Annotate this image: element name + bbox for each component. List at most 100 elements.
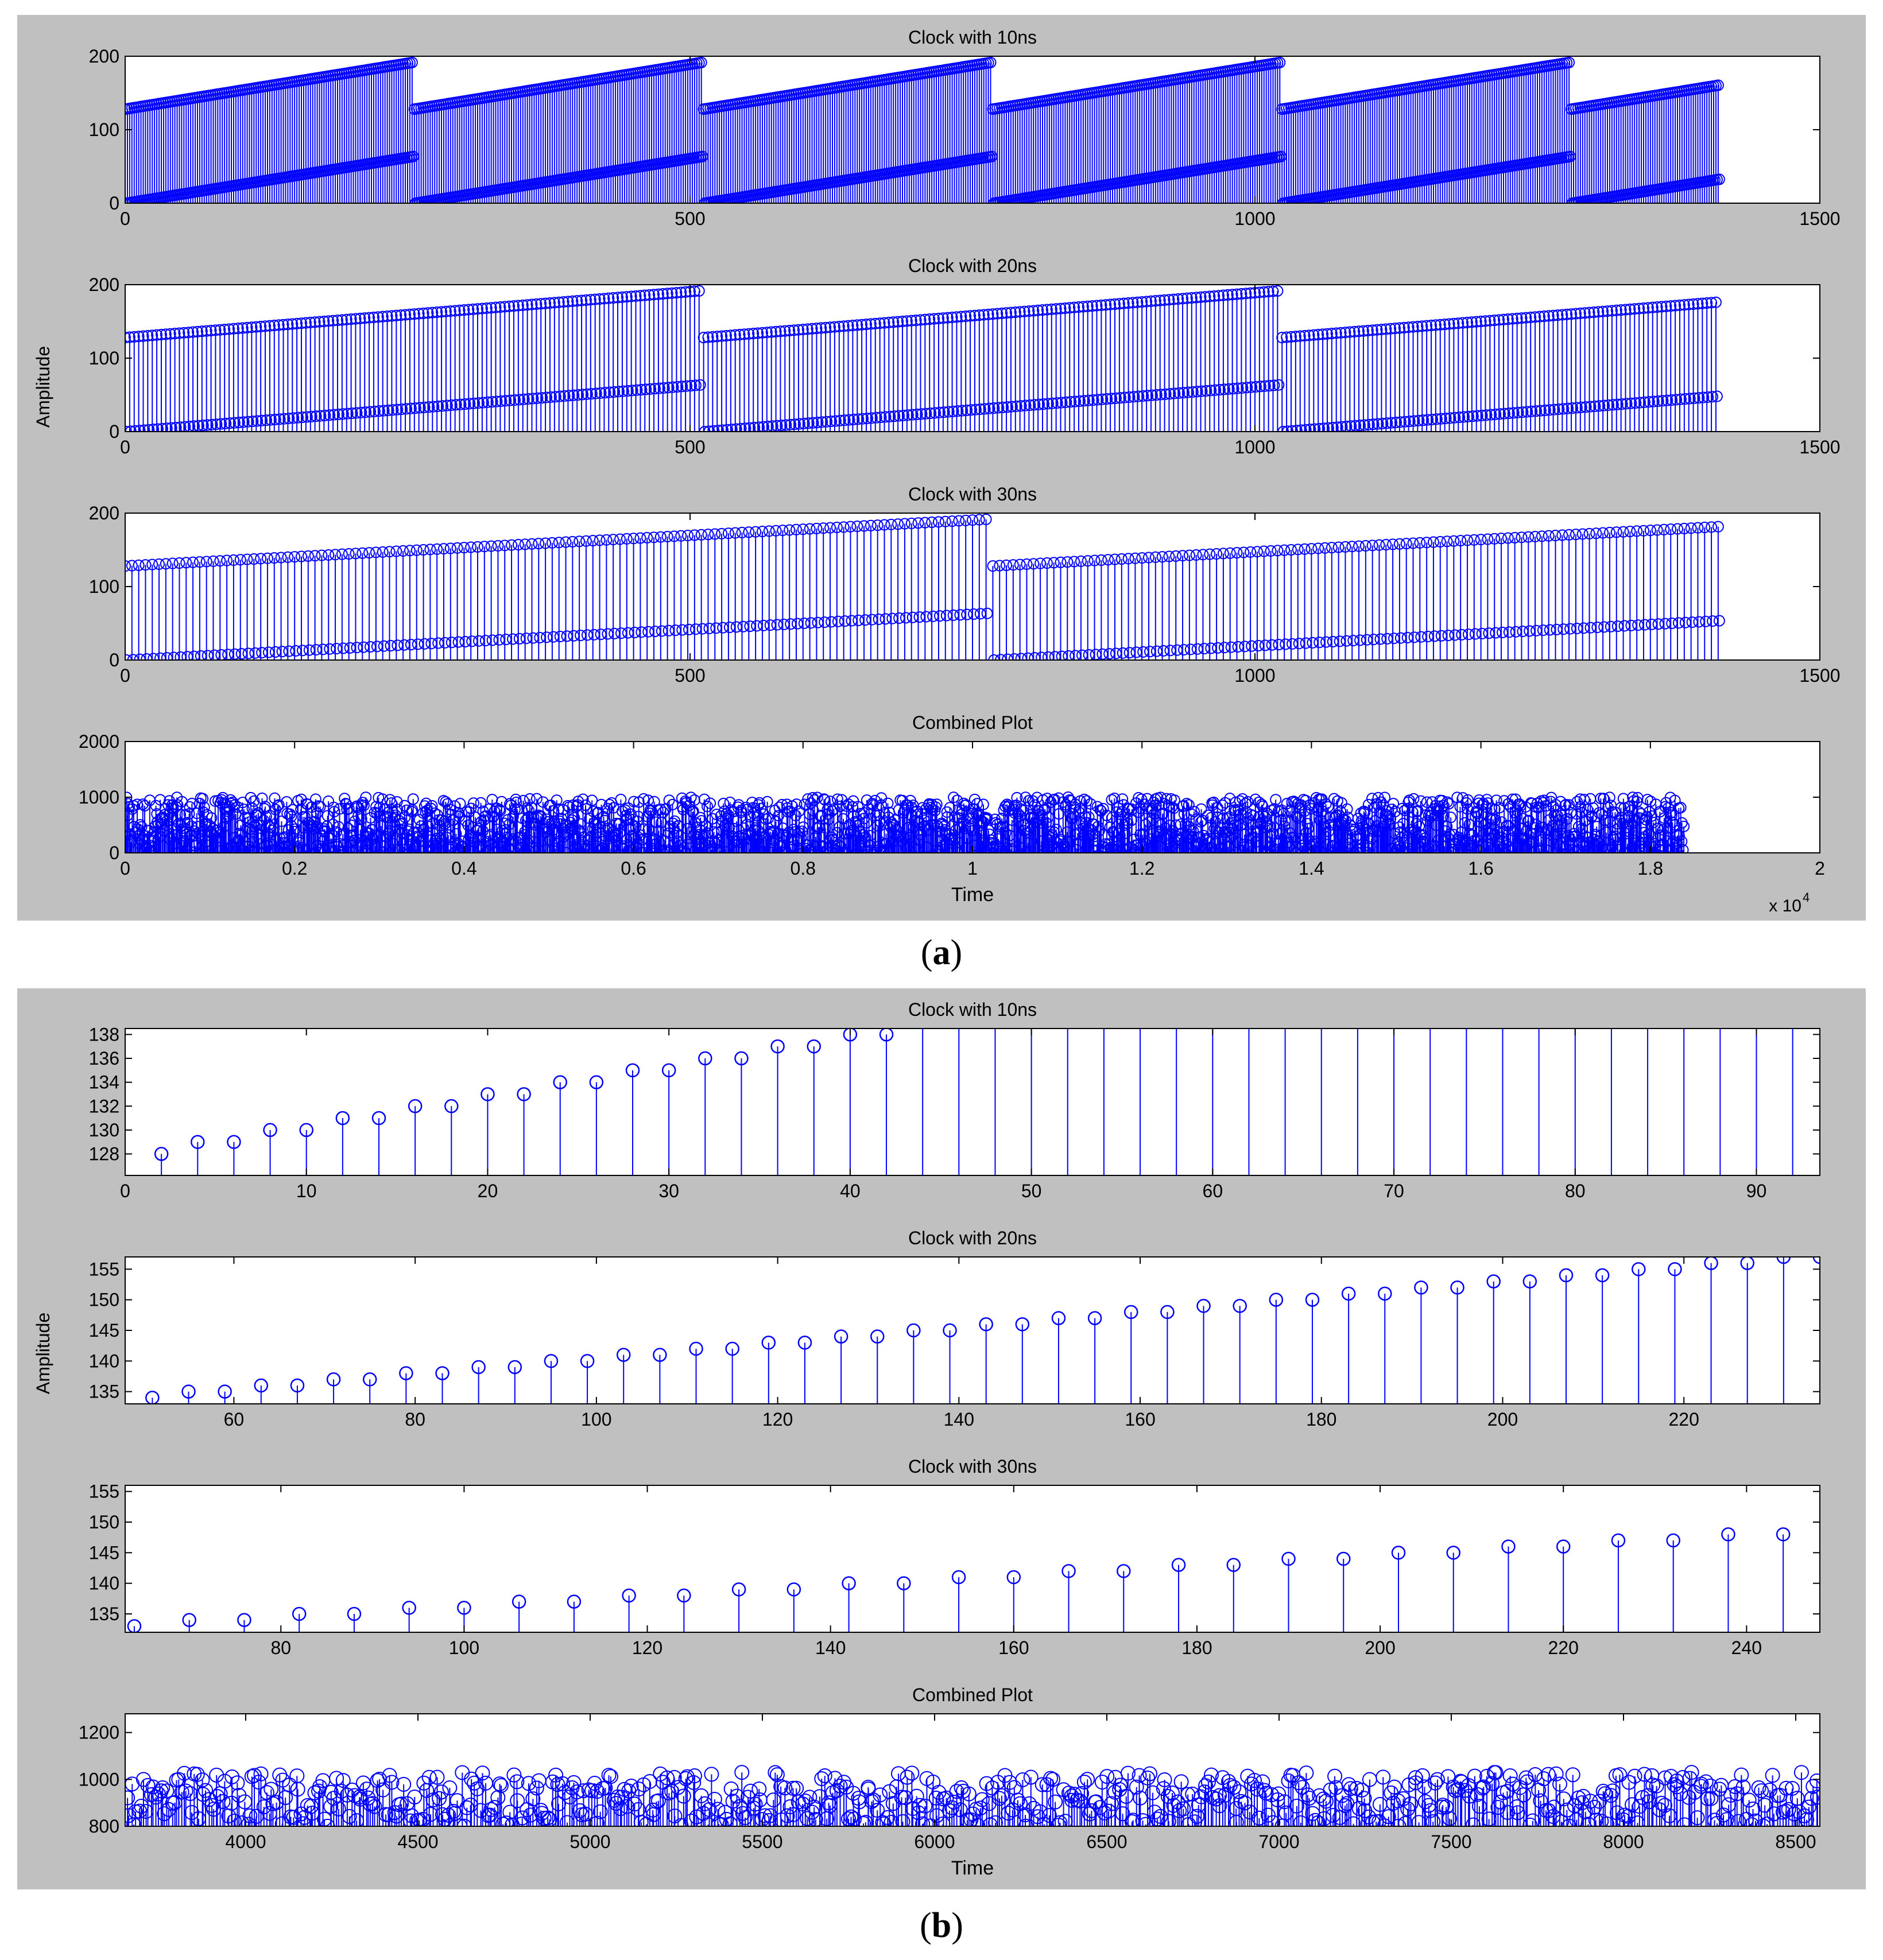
stem-marker — [594, 534, 606, 546]
stem-marker — [1417, 414, 1429, 426]
stem-marker — [1574, 307, 1586, 319]
stem-marker — [1213, 290, 1225, 302]
stem-marker — [1448, 535, 1460, 547]
stem-marker — [423, 401, 435, 413]
stem-marker — [296, 317, 308, 329]
stem-marker — [548, 297, 560, 309]
stem-marker — [138, 424, 150, 432]
stem-marker — [1699, 521, 1711, 533]
stem-marker — [1470, 316, 1482, 328]
stem-marker — [929, 407, 942, 419]
stem-marker — [1169, 387, 1181, 399]
stem-marker — [807, 417, 819, 429]
stem-marker — [459, 398, 471, 410]
stem-marker — [666, 287, 678, 299]
stem-marker — [1517, 406, 1529, 418]
stem-marker — [932, 312, 944, 324]
stem-marker — [530, 298, 543, 310]
stem-marker — [1503, 407, 1515, 419]
stem-marker — [1050, 303, 1062, 315]
stem-marker — [1092, 394, 1104, 406]
stem-marker — [1078, 395, 1090, 407]
stem-marker — [1712, 521, 1724, 533]
stem-marker — [527, 393, 539, 405]
stem-marker — [521, 299, 533, 311]
stem-marker — [1634, 397, 1646, 409]
stem-marker — [432, 400, 444, 412]
stem-marker — [1200, 385, 1212, 397]
stem-marker — [414, 402, 426, 414]
stem-marker — [625, 290, 637, 302]
stem-marker — [1061, 556, 1074, 568]
stem-marker — [1105, 298, 1117, 311]
stem-marker — [206, 418, 218, 430]
stem-marker — [1408, 415, 1420, 427]
stem-marker — [187, 326, 199, 338]
stem-marker — [1072, 301, 1084, 313]
stem-marker — [251, 415, 264, 427]
stem-marker — [503, 300, 516, 312]
stem-marker — [192, 420, 204, 432]
stem-marker — [871, 519, 884, 531]
stem-marker — [811, 522, 823, 534]
stem-marker — [831, 521, 843, 533]
stem-marker — [911, 408, 923, 420]
stem-marker — [1141, 296, 1153, 308]
stem-marker — [315, 410, 327, 422]
stem-marker — [1137, 390, 1149, 402]
stem-marker — [268, 552, 280, 564]
stem-marker — [1177, 550, 1189, 562]
stem-marker — [851, 521, 863, 533]
figure-panel-a: Clock with 10ns 0 500 1000 1500 0 100 200 Clock … — [17, 15, 1866, 921]
stem-marker — [1701, 297, 1713, 309]
stem-marker — [1001, 307, 1013, 319]
stem-marker — [1427, 536, 1439, 548]
stem-marker — [1339, 541, 1351, 553]
stem-marker — [1226, 289, 1238, 301]
stem-marker — [1713, 173, 1725, 185]
stem-marker — [743, 328, 755, 340]
stem-marker — [987, 308, 999, 320]
stem-marker — [1113, 298, 1125, 310]
stem-marker — [249, 821, 261, 833]
stem-marker — [1427, 413, 1439, 425]
plot-area — [125, 513, 1725, 660]
stem-marker — [255, 553, 267, 565]
stem-marker — [1357, 325, 1369, 337]
stem-marker — [897, 409, 909, 421]
stem-marker — [893, 410, 905, 422]
stem-marker — [1218, 383, 1230, 395]
stem-marker — [125, 426, 132, 432]
stem-marker — [405, 402, 417, 414]
stem-marker — [1118, 297, 1130, 309]
stem-marker — [1265, 545, 1277, 557]
stem-marker — [134, 819, 146, 831]
stem-marker — [865, 519, 877, 531]
y-tick-label: 200 — [89, 274, 119, 295]
stem-marker — [1268, 379, 1280, 391]
stem-marker — [300, 317, 312, 329]
stem-marker — [417, 307, 429, 319]
stem-marker — [797, 324, 809, 336]
stem-marker — [1344, 326, 1356, 338]
stem-marker — [1529, 311, 1541, 323]
stem-marker — [1178, 387, 1190, 399]
stem-marker — [1159, 294, 1171, 306]
stem-marker — [571, 295, 583, 307]
stem-marker — [1414, 537, 1426, 549]
stem-marker — [777, 525, 789, 537]
stem-marker — [501, 831, 513, 843]
stem-marker — [1629, 303, 1641, 315]
stem-marker — [351, 407, 363, 419]
stem-marker — [952, 405, 964, 417]
stem-marker — [1669, 300, 1681, 312]
x-tick-label: 1000 — [1234, 665, 1275, 686]
stem-marker — [1353, 325, 1365, 337]
stem-marker — [133, 331, 145, 343]
stem-marker — [264, 320, 276, 332]
stem-marker — [479, 810, 491, 822]
stem-marker — [526, 538, 538, 550]
stem-marker — [169, 829, 181, 841]
stem-marker — [833, 320, 845, 332]
